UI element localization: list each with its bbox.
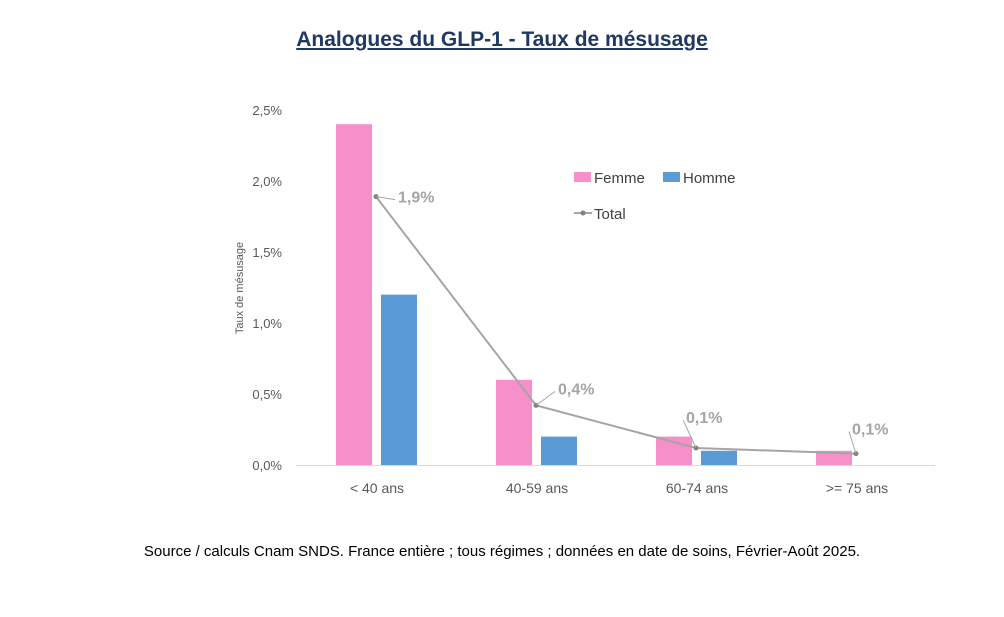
bar-homme	[701, 450, 737, 465]
y-tick-label: 0,5%	[252, 387, 282, 402]
y-tick-label: 1,0%	[252, 316, 282, 331]
x-tick-label: >= 75 ans	[826, 480, 888, 496]
legend-marker-total	[580, 210, 586, 216]
data-label-leader	[682, 419, 697, 449]
chart-title-text: Analogues du GLP-1 - Taux de mésusage	[296, 28, 708, 51]
bar-femme	[496, 379, 532, 465]
data-label-total: 0,4%	[558, 381, 594, 398]
y-tick-label: 2,5%	[252, 103, 282, 118]
y-tick-label: 1,5%	[252, 245, 282, 260]
x-tick-label: < 40 ans	[350, 480, 404, 496]
chart-title: Analogues du GLP-1 - Taux de mésusage	[0, 28, 1004, 52]
data-label-leader	[535, 390, 556, 406]
y-tick-label: 0,0%	[252, 458, 282, 473]
data-label-leader	[375, 196, 396, 201]
y-tick-label: 2,0%	[252, 174, 282, 189]
source-note: Source / calculs Cnam SNDS. France entiè…	[143, 543, 861, 560]
y-axis-label: Taux de mésusage	[234, 242, 246, 334]
legend-label-total: Total	[594, 206, 626, 223]
data-label-leader	[848, 431, 857, 454]
bar-homme	[381, 294, 417, 465]
x-tick-label: 40-59 ans	[506, 480, 568, 496]
bar-femme	[656, 436, 692, 465]
legend-label-femme: Femme	[594, 170, 645, 187]
data-label-total: 0,1%	[852, 422, 888, 439]
total-line	[375, 196, 857, 455]
legend-swatch-femme	[574, 172, 591, 182]
bar-femme	[336, 124, 372, 465]
bar-homme	[541, 436, 577, 465]
data-label-total: 1,9%	[398, 190, 434, 207]
bar-femme	[816, 450, 852, 465]
data-label-total: 0,1%	[686, 410, 722, 427]
legend-label-homme: Homme	[683, 170, 736, 187]
x-tick-label: 60-74 ans	[666, 480, 728, 496]
legend-swatch-homme	[663, 172, 680, 182]
